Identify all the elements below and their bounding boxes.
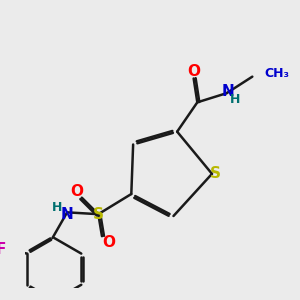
Text: N: N <box>61 207 74 222</box>
Text: O: O <box>187 64 200 80</box>
Text: H: H <box>230 93 240 106</box>
Text: O: O <box>102 235 115 250</box>
Text: N: N <box>222 84 235 99</box>
Text: H: H <box>52 201 62 214</box>
Text: S: S <box>210 166 221 181</box>
Text: S: S <box>93 207 104 222</box>
Text: O: O <box>70 184 83 199</box>
Text: F: F <box>0 242 6 257</box>
Text: CH₃: CH₃ <box>264 67 289 80</box>
